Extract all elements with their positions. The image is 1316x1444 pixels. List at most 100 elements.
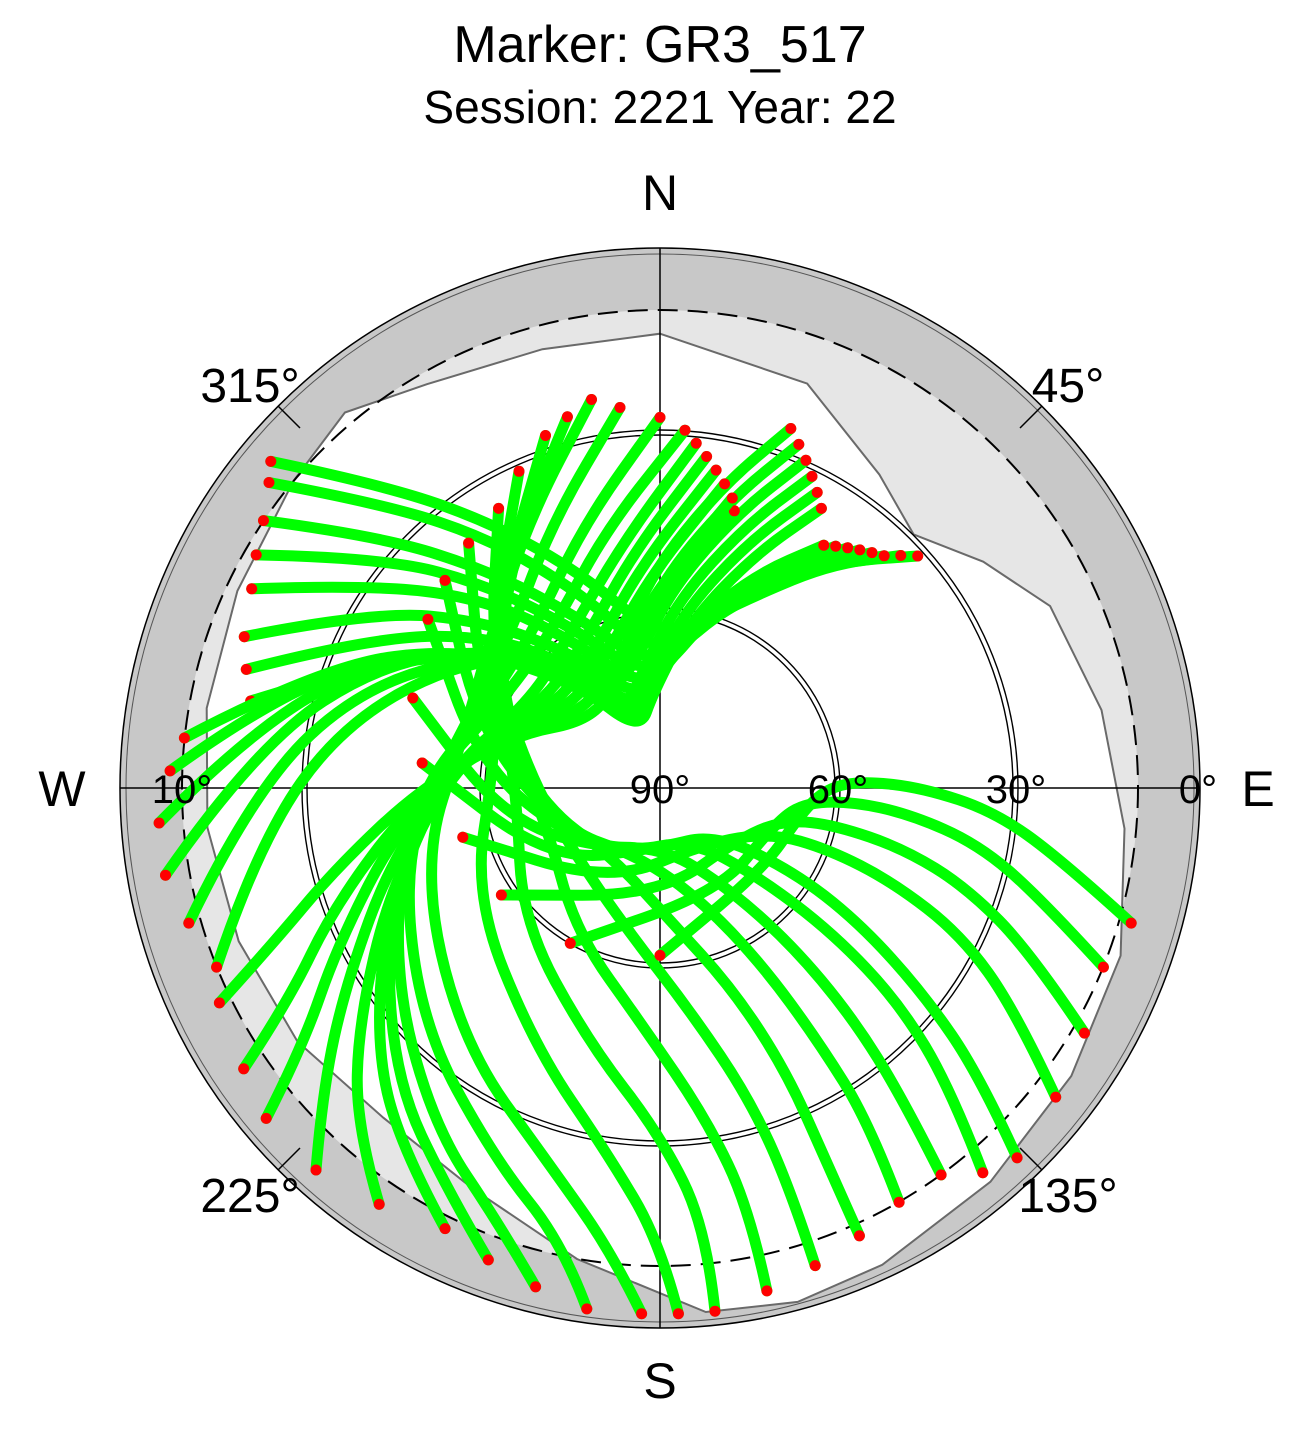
- track-33-end-point: [416, 757, 428, 769]
- track-31-start-point: [935, 1169, 947, 1181]
- tick-135: [1019, 1147, 1043, 1171]
- azimuth-label-225: 225°: [200, 1170, 299, 1223]
- satellite-track-37: [654, 777, 1137, 961]
- track-29-end-point: [463, 537, 475, 549]
- track-12-end-point: [800, 454, 812, 466]
- track-25-start-point: [672, 1308, 684, 1320]
- satellite-track-23: [403, 402, 626, 1315]
- track-15-end-point: [728, 505, 740, 517]
- elevation-label-30: 30°: [986, 768, 1047, 812]
- track-32-end-point: [407, 692, 419, 704]
- satellite-track-34: [457, 830, 1062, 1103]
- track-22-start-point: [530, 1281, 542, 1293]
- track-20-start-point: [439, 1223, 451, 1235]
- track-3-start-point: [258, 515, 269, 527]
- azimuth-label-135: 135°: [1018, 1170, 1117, 1223]
- track-26-end-point: [540, 430, 551, 441]
- elevation-label-10: 10°: [152, 768, 213, 812]
- chart-title: Marker: GR3_517: [453, 16, 866, 74]
- track-34-start-point: [1050, 1091, 1062, 1103]
- track-21-start-point: [482, 1254, 494, 1266]
- track-19-start-point: [373, 1198, 385, 1210]
- track-23-start-point: [581, 1303, 593, 1315]
- track-28-start-point: [809, 1260, 821, 1272]
- track-34-end-point: [457, 831, 469, 843]
- track-11-start-point: [153, 817, 165, 829]
- track-27-start-point: [761, 1285, 773, 1297]
- track-18-end-point: [710, 464, 722, 476]
- track-13-end-point: [793, 438, 805, 450]
- tick-315: [277, 405, 301, 429]
- track-30-end-point: [439, 574, 451, 586]
- track-5-end-point: [854, 544, 866, 556]
- track-27-end-point: [513, 465, 525, 477]
- track-5-start-point: [246, 583, 258, 595]
- azimuth-label-45: 45°: [1032, 360, 1105, 413]
- tick-45: [1019, 405, 1043, 429]
- track-36-end-point: [564, 937, 576, 949]
- track-4-end-point: [866, 547, 878, 559]
- track-36-start-point: [1097, 961, 1109, 973]
- track-6-start-point: [238, 631, 250, 643]
- track-10-end-point: [811, 486, 823, 498]
- track-16-start-point: [238, 1063, 250, 1075]
- labels: N S W E 315° 45° 225° 135° 10° 90° 60° 3…: [38, 165, 1274, 1409]
- track-37-start-point: [1125, 917, 1137, 929]
- track-31-end-point: [422, 613, 434, 625]
- track-16-end-point: [726, 492, 738, 504]
- track-21-end-point: [679, 424, 691, 436]
- track-35-start-point: [1079, 1027, 1090, 1039]
- satellite-track-31: [422, 613, 947, 1181]
- tick-225: [277, 1147, 301, 1171]
- track-24-start-point: [636, 1308, 648, 1320]
- polar-grid: [119, 247, 1201, 1329]
- compass-south: S: [643, 1353, 676, 1409]
- track-25-end-point: [561, 411, 573, 423]
- track-11-end-point: [806, 470, 818, 482]
- track-35-end-point: [495, 889, 507, 901]
- compass-east: E: [1241, 761, 1274, 817]
- track-28-end-point: [493, 502, 505, 514]
- track-29-start-point: [853, 1230, 865, 1242]
- track-7-start-point: [240, 663, 252, 675]
- track-17-start-point: [260, 1112, 272, 1124]
- track-1-end-point: [912, 550, 924, 562]
- compass-west: W: [38, 761, 86, 817]
- track-1-start-point: [265, 455, 277, 467]
- track-24-end-point: [586, 394, 597, 405]
- compass-north: N: [642, 165, 678, 221]
- track-26-start-point: [709, 1305, 721, 1317]
- track-9-end-point: [815, 502, 827, 514]
- track-3-end-point: [878, 550, 890, 562]
- elevation-label-60: 60°: [808, 768, 869, 812]
- track-30-start-point: [893, 1196, 905, 1208]
- track-37-end-point: [654, 949, 666, 961]
- track-9-start-point: [178, 732, 190, 744]
- track-2-start-point: [263, 477, 275, 488]
- track-2-end-point: [895, 550, 907, 561]
- track-14-end-point: [785, 423, 797, 434]
- track-20-end-point: [690, 437, 702, 449]
- azimuth-label-315: 315°: [200, 360, 299, 413]
- satellite-track-33: [416, 757, 1023, 1164]
- track-14-start-point: [211, 961, 223, 973]
- track-8-end-point: [818, 539, 830, 551]
- track-10-start-point: [164, 765, 176, 777]
- track-6-end-point: [842, 542, 854, 554]
- elevation-label-90: 90°: [630, 768, 691, 812]
- satellite-tracks: [153, 394, 1137, 1320]
- track-15-start-point: [213, 997, 225, 1009]
- track-23-end-point: [614, 402, 626, 413]
- satellite-track-36: [564, 796, 1109, 973]
- satellite-track-35: [495, 816, 1090, 1039]
- satellite-track-32: [407, 692, 989, 1179]
- elevation-label-0: 0°: [1179, 768, 1217, 812]
- chart-subtitle: Session: 2221 Year: 22: [423, 81, 896, 133]
- track-19-end-point: [701, 451, 713, 462]
- track-22-end-point: [654, 411, 666, 423]
- track-4-start-point: [250, 549, 262, 561]
- track-12-start-point: [160, 869, 171, 881]
- track-7-end-point: [830, 540, 842, 552]
- track-13-start-point: [183, 917, 195, 929]
